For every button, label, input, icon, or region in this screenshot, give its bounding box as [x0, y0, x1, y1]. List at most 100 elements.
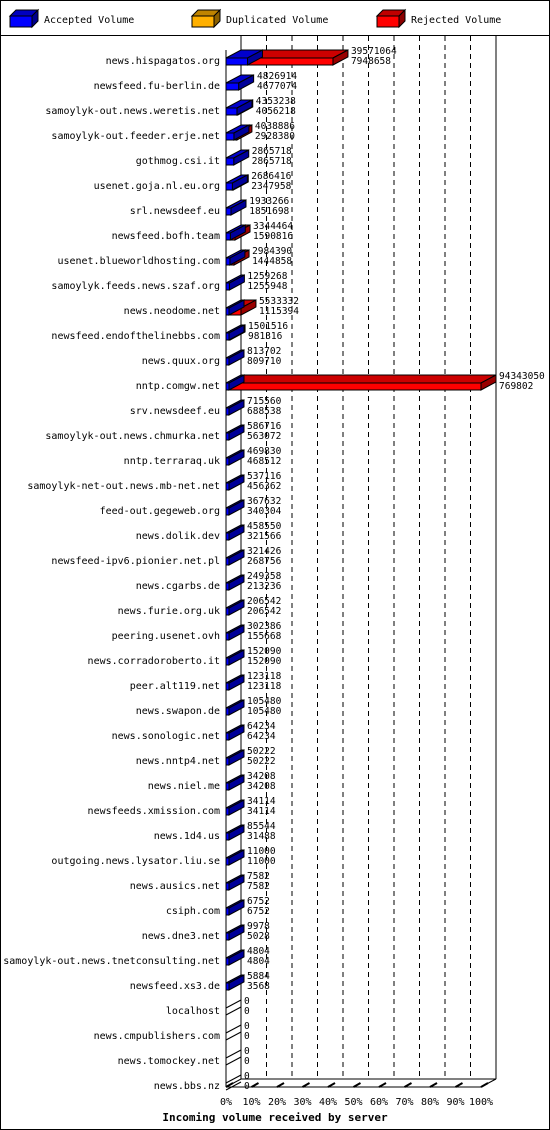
- bar-empty-edge: [225, 999, 242, 1009]
- accepted-value-label: 688538: [247, 406, 282, 417]
- bar-empty: [225, 1024, 242, 1041]
- bar-row: [225, 124, 253, 141]
- bar-accepted: [225, 399, 245, 416]
- bar-accepted: [225, 674, 245, 691]
- bar-accepted: [225, 199, 247, 216]
- bar-accepted-front: [225, 232, 231, 241]
- bar-row: [225, 624, 245, 641]
- server-label: news.niel.me: [148, 781, 220, 792]
- bar-accepted-front: [225, 982, 230, 991]
- legend-swatch: [9, 15, 33, 28]
- bar-accepted-front: [225, 882, 230, 891]
- bar-row: [225, 724, 245, 741]
- server-label: localhost: [166, 1006, 220, 1017]
- total-value-label: 586716: [247, 421, 282, 432]
- legend-label: Rejected Volume: [411, 15, 501, 26]
- bar-accepted: [225, 449, 245, 466]
- bar-accepted: [225, 249, 246, 266]
- bar-accepted-front: [225, 757, 230, 766]
- bar-accepted: [225, 749, 245, 766]
- bar-row: [225, 899, 245, 916]
- tick-mark: [429, 1082, 438, 1088]
- server-label: srv.newsdeef.eu: [130, 406, 220, 417]
- server-label: samoylyk-out.news.chmurka.net: [45, 431, 220, 442]
- bar-accepted: [225, 174, 248, 191]
- bar-empty-edge: [225, 1074, 242, 1084]
- accepted-value-label: 50222: [247, 756, 276, 767]
- total-value-label: 4038886: [255, 121, 295, 132]
- x-tick-label: 100%: [469, 1097, 493, 1108]
- total-value-label: 123118: [247, 671, 282, 682]
- accepted-value-label: 340304: [247, 506, 282, 517]
- accepted-value-label: 11000: [247, 856, 276, 867]
- bar-row: [225, 174, 249, 191]
- total-value-label: 34208: [247, 771, 276, 782]
- bar-row: [225, 274, 245, 291]
- bar-accepted: [225, 774, 245, 791]
- accepted-value-label: 7948658: [351, 56, 391, 67]
- bar-row: [225, 674, 245, 691]
- total-value-label: 249358: [247, 571, 282, 582]
- legend-swatch: [376, 15, 400, 28]
- server-label: news.cmpublishers.com: [94, 1031, 220, 1042]
- accepted-value-label: 34208: [247, 781, 276, 792]
- accepted-value-label: 0: [244, 1081, 250, 1092]
- total-value-label: 0: [244, 1071, 250, 1082]
- bar-row: [225, 249, 250, 266]
- server-label: newsfeed-ipv6.pionier.net.pl: [51, 556, 220, 567]
- total-value-label: 1933266: [249, 196, 289, 207]
- bar-accepted: [225, 799, 245, 816]
- server-label: news.ausics.net: [130, 881, 220, 892]
- bar-accepted-front: [225, 132, 235, 141]
- accepted-value-label: 0: [244, 1056, 250, 1067]
- server-label: newsfeed.bofh.team: [112, 231, 220, 242]
- bar-row: [225, 949, 245, 966]
- bar-row: [225, 749, 245, 766]
- total-value-label: 367632: [247, 496, 281, 507]
- accepted-value-label: 268756: [247, 556, 282, 567]
- bar-accepted: [225, 949, 245, 966]
- bar-row: [225, 574, 245, 591]
- legend-item-3: Rejected Volume: [375, 8, 501, 29]
- server-label: peer.alt119.net: [130, 681, 220, 692]
- server-label: news.dolik.dev: [136, 531, 220, 542]
- bar-empty: [225, 1074, 242, 1091]
- bar-accepted: [225, 624, 245, 641]
- x-axis: 0% 10% 20% 30% 40% 50% 60% 70% 80% 90% 100%: [220, 1082, 493, 1108]
- server-label: peering.usenet.ovh: [112, 631, 220, 642]
- total-value-label: 50222: [247, 746, 276, 757]
- bar-accepted-front: [225, 157, 235, 166]
- tick-mark: [480, 1082, 489, 1088]
- total-value-label: 206542: [247, 596, 281, 607]
- bar-accepted: [225, 474, 245, 491]
- server-label: feed-out.gegeweb.org: [100, 506, 220, 517]
- accepted-value-label: 456362: [247, 481, 281, 492]
- bar-accepted-front: [225, 57, 248, 66]
- bar-row: [225, 874, 245, 891]
- tick-mark: [225, 1082, 234, 1088]
- bar-accepted-front: [225, 607, 230, 616]
- bar-accepted: [225, 599, 245, 616]
- server-label: samoylyk-out.news.tnetconsulting.net: [3, 956, 220, 967]
- bar-empty-edge: [225, 1006, 242, 1016]
- server-label: news.neodome.net: [124, 306, 220, 317]
- x-tick-label: 0%: [220, 1097, 232, 1108]
- bar-accepted: [225, 299, 245, 316]
- bar-empty-edge: [225, 1031, 242, 1041]
- total-value-label: 9978: [247, 921, 270, 932]
- server-label: news.tomockey.net: [118, 1056, 220, 1067]
- total-value-label: 537116: [247, 471, 282, 482]
- bars: [225, 49, 497, 1091]
- bar-accepted-front: [225, 582, 230, 591]
- bar-row: [225, 424, 245, 441]
- accepted-value-label: 31488: [247, 831, 276, 842]
- bar-accepted-front: [225, 732, 230, 741]
- bar-accepted-front: [225, 432, 230, 441]
- bar-accepted-front: [225, 482, 230, 491]
- total-value-label: 321426: [247, 546, 282, 557]
- server-label: newsfeed.xs3.de: [130, 981, 220, 992]
- accepted-value-label: 321566: [247, 531, 282, 542]
- bar-accepted: [225, 924, 245, 941]
- bar-accepted: [225, 724, 245, 741]
- tick-mark: [251, 1082, 259, 1088]
